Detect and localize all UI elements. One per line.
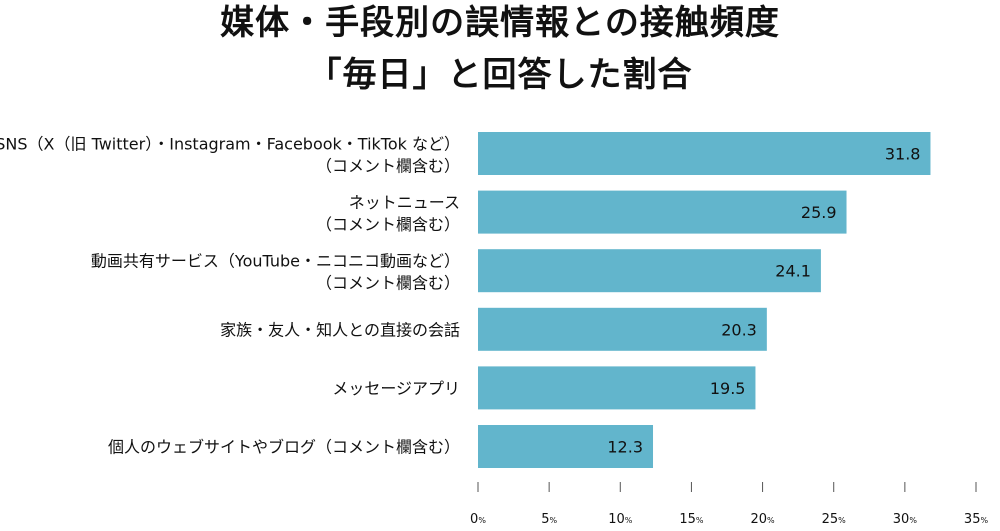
x-tick-unit-5: % bbox=[838, 516, 846, 525]
bar-value-label-0: 31.8 bbox=[885, 145, 921, 164]
chart-title-line-2: 「毎日」と回答した割合 bbox=[307, 55, 693, 95]
bar-value-label-2: 24.1 bbox=[775, 262, 811, 281]
x-tick-label-5: 25% bbox=[822, 512, 847, 527]
category-label-2-line-0: 動画共有サービス（YouTube・ニコニコ動画など） bbox=[91, 252, 460, 271]
category-label-3: 家族・友人・知人との直接の会話 bbox=[220, 320, 460, 339]
bar-2 bbox=[478, 249, 821, 293]
bar-0 bbox=[478, 132, 931, 175]
bar-value-label-5: 12.3 bbox=[607, 438, 643, 457]
x-tick-unit-3: % bbox=[696, 516, 704, 525]
bar-4 bbox=[478, 366, 756, 410]
bar-3 bbox=[478, 307, 767, 351]
x-tick-label-1: 5% bbox=[541, 512, 557, 527]
category-label-0-line-1: （コメント欄含む） bbox=[316, 157, 460, 176]
chart-title-line-1: 媒体・手段別の誤情報との接触頻度 bbox=[220, 3, 780, 43]
category-label-1-line-0: ネットニュース bbox=[349, 193, 460, 212]
category-label-2-line-1: （コメント欄含む） bbox=[316, 274, 460, 293]
chart-title: 媒体・手段別の誤情報との接触頻度 「毎日」と回答した割合 bbox=[0, 0, 1000, 96]
x-tick-label-7: 35% bbox=[964, 512, 989, 527]
x-tick-unit-1: % bbox=[549, 516, 557, 525]
x-tick-label-3: 15% bbox=[679, 512, 704, 527]
x-tick-label-6: 30% bbox=[893, 512, 918, 527]
x-tick-label-2: 10% bbox=[608, 512, 633, 527]
bar-value-label-3: 20.3 bbox=[721, 320, 757, 339]
x-tick-label-4: 20% bbox=[750, 512, 775, 527]
x-tick-unit-7: % bbox=[980, 516, 988, 525]
category-label-5: 個人のウェブサイトやブログ（コメント欄含む） bbox=[108, 438, 460, 457]
bar-value-label-4: 19.5 bbox=[710, 379, 746, 398]
bar-value-label-1: 25.9 bbox=[801, 203, 837, 222]
bar-1 bbox=[478, 190, 847, 234]
x-tick-unit-4: % bbox=[767, 516, 775, 525]
category-label-4: メッセージアプリ bbox=[332, 379, 460, 398]
bar-5 bbox=[478, 425, 654, 468]
x-tick-unit-6: % bbox=[909, 516, 917, 525]
x-tick-unit-2: % bbox=[625, 516, 633, 525]
category-label-1-line-1: （コメント欄含む） bbox=[316, 215, 460, 234]
x-tick-label-0: 0% bbox=[470, 512, 486, 527]
bars-layer: 31.8 SNS（X（旧 Twitter）・Instagram・Facebook・… bbox=[0, 132, 931, 468]
x-tick-unit-0: % bbox=[478, 516, 486, 525]
category-label-0-line-0: SNS（X（旧 Twitter）・Instagram・Facebook・TikT… bbox=[0, 135, 460, 154]
x-axis: 0% 5% 10% 15% 20% 25% 30% 35% bbox=[470, 482, 988, 527]
